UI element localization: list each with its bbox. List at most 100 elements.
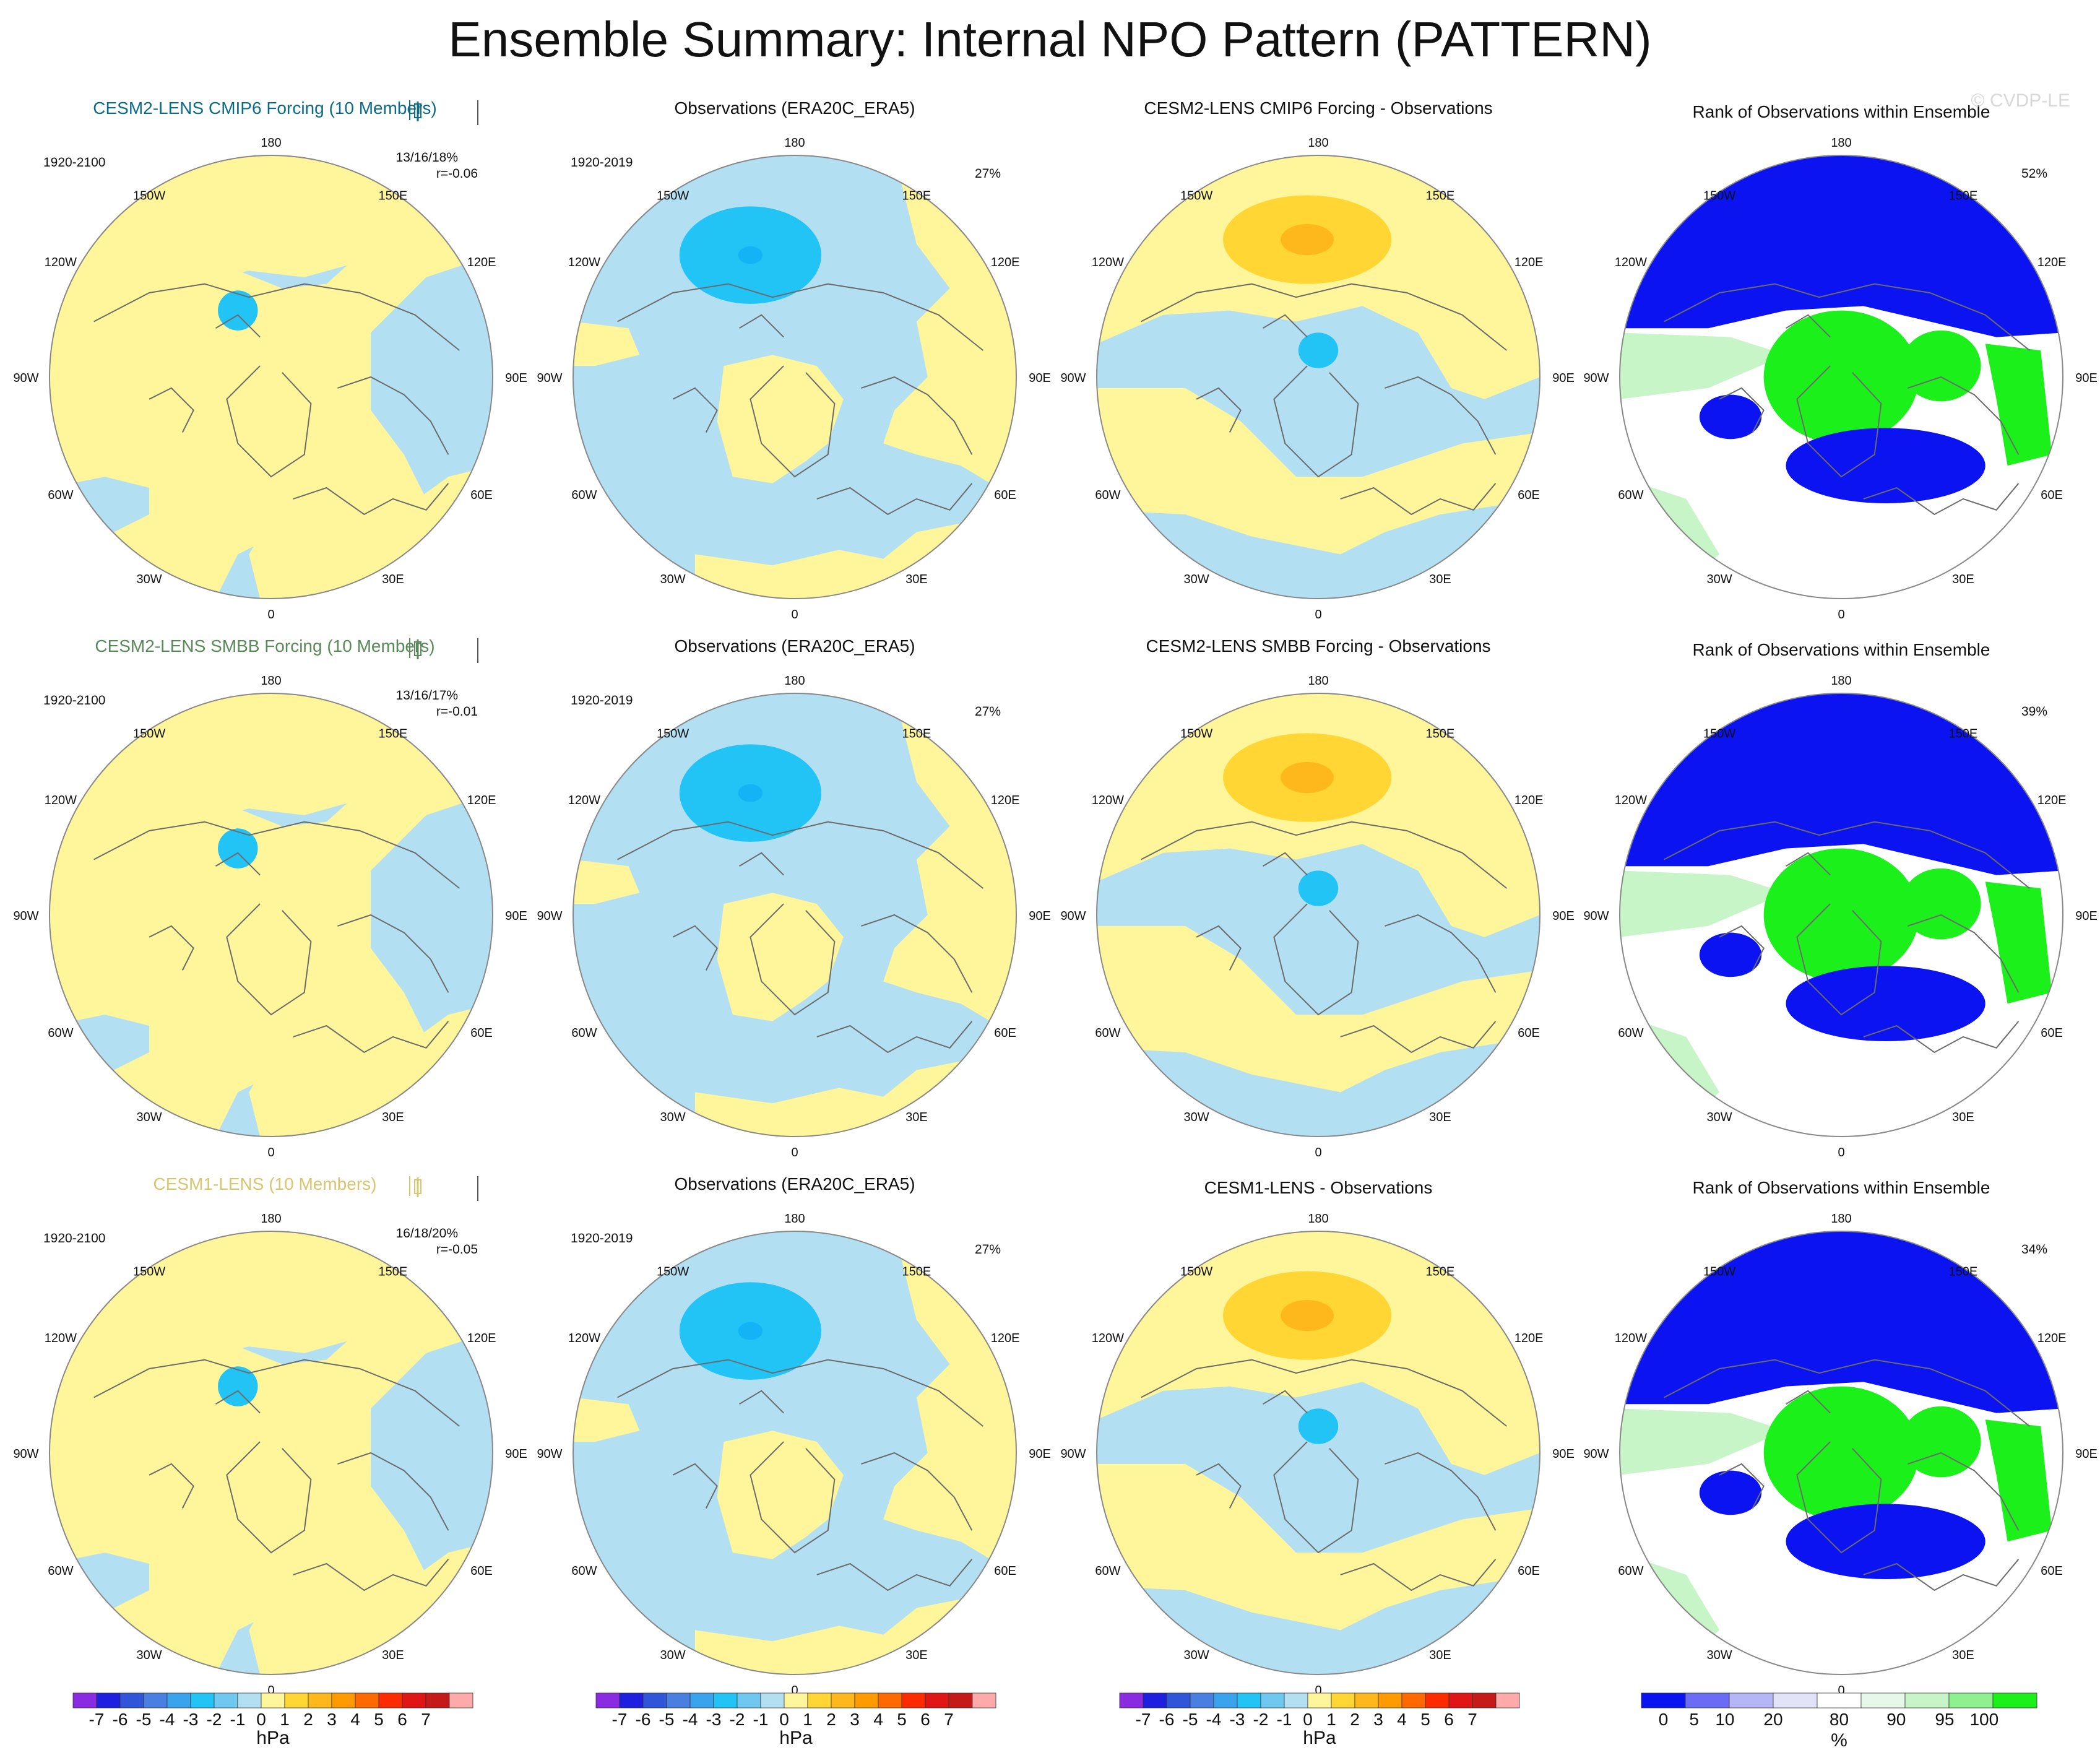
coastline [1340,483,1497,516]
lon-label-120w: 120W [1615,1332,1647,1345]
colorbar-box [595,1692,620,1709]
colorbar-box [1817,1692,1862,1709]
colorbar-box [331,1692,356,1709]
lon-label-90w: 90W [1060,909,1086,923]
colorbar-box [1425,1692,1450,1709]
panel-title-model: CESM1-LENS (10 Members) [153,1174,377,1193]
colorbar-tick-label: -7 [89,1710,105,1729]
observations-variance-pct: 27% [975,1242,1001,1257]
colorbar-box [143,1692,168,1709]
colorbar-tick-label: 4 [350,1710,360,1729]
coastline [149,1463,194,1509]
colorbar-box [784,1692,808,1709]
colorbar-box [355,1692,379,1709]
colorbar-box [948,1692,973,1709]
colorbar-tick-label: 5 [374,1710,384,1729]
model-stats: 13/16/18% [396,150,458,165]
map-border [1619,1231,2063,1675]
colorbar-box [1860,1692,1906,1709]
lon-label-30e: 30E [1429,1648,1451,1662]
coastline [1385,376,1497,455]
lon-label-150w: 150W [1180,189,1212,203]
lon-label-30e: 30E [905,1648,928,1662]
colorbar-box [1992,1692,2037,1709]
colorbar-box [1729,1692,1774,1709]
positive-core [1281,223,1334,256]
colorbar-box [1948,1692,1994,1709]
colorbar-tick-label: 2 [826,1710,836,1729]
colorbar-tick-label: -4 [1206,1710,1222,1729]
coastline [617,283,983,351]
lon-label-0: 0 [1315,1684,1321,1697]
colorbar-box [1773,1692,1818,1709]
colorbar-tick-label: 2 [303,1710,313,1729]
lon-label-120e: 120E [1515,794,1544,807]
colorbar-box [190,1692,215,1709]
colorbar-tick-label: -6 [1159,1710,1175,1729]
lon-label-180: 180 [261,136,281,150]
lon-label-150w: 150W [1703,1265,1735,1279]
lon-label-120w: 120W [45,256,77,269]
coastline [861,376,973,455]
lon-label-150e: 150E [1949,1265,1978,1279]
watermark-label: © CVDP-LE [1971,90,2070,111]
rank-map [1620,1231,2063,1674]
colorbar-tick-label: -4 [160,1710,175,1729]
lon-label-120w: 120W [1092,1332,1124,1345]
model-correlation: r=-0.01 [436,704,478,719]
lon-label-0: 0 [1838,1684,1844,1697]
lon-label-0: 0 [1315,608,1321,622]
lon-label-60w: 60W [1095,1026,1120,1040]
lon-label-60w: 60W [1618,1564,1643,1578]
coastline [672,1463,718,1509]
colorbar-tick-label: -5 [1183,1710,1198,1729]
lon-label-150e: 150E [1949,727,1978,741]
lon-label-120e: 120E [991,1332,1020,1345]
model-correlation: r=-0.06 [436,167,478,181]
colorbar-box [807,1692,832,1709]
map-border [573,693,1017,1137]
lon-label-90w: 90W [537,909,562,923]
lon-label-0: 0 [267,608,274,622]
lon-label-90w: 90W [13,371,38,385]
lon-label-150e: 150E [379,1265,408,1279]
rank-map [1620,155,2063,599]
coastline [337,1452,449,1531]
lon-label-30e: 30E [1429,1111,1451,1124]
rank-low-region [1786,1504,1985,1580]
model-pattern-map [50,1231,493,1674]
model-pattern-map [50,693,493,1137]
coastline [1273,1441,1359,1554]
lon-label-150e: 150E [1426,1265,1455,1279]
colorbar-units-diff: hPa [1303,1728,1336,1748]
colorbar-tick-label: -7 [612,1710,628,1729]
coastline [1719,925,1765,971]
colorbar-tick-label: -1 [753,1710,769,1729]
lon-label-120e: 120E [2037,1332,2067,1345]
lon-label-150e: 150E [902,189,931,203]
map-border [1096,1231,1540,1675]
rank-low-region [1786,966,1985,1042]
coastline [861,1452,973,1531]
lon-label-90e: 90E [1029,371,1051,385]
lon-label-90w: 90W [1583,909,1609,923]
lon-label-150w: 150W [657,1265,689,1279]
lon-label-120w: 120W [1092,256,1124,269]
lon-label-90w: 90W [1060,371,1086,385]
rank-top-region [1901,868,1981,940]
panel-title-observations: Observations (ERA20C_ERA5) [674,1174,915,1193]
model-period: 1920-2100 [43,155,105,170]
colorbar-box [1237,1692,1261,1709]
colorbar-tick-label: 80 [1830,1710,1849,1729]
colorbar-box [1213,1692,1238,1709]
lon-label-0: 0 [1315,1146,1321,1159]
colorbar-tick-label: -2 [207,1710,222,1729]
colorbar-tick-label: 0 [1659,1710,1669,1729]
colorbar-tick-label: 6 [397,1710,407,1729]
colorbar-box [1354,1692,1379,1709]
lon-label-150w: 150W [133,189,165,203]
lon-label-0: 0 [791,608,798,622]
colorbar-tick-label: 7 [944,1710,954,1729]
colorbar-tick-label: 7 [1467,1710,1477,1729]
map-border [1096,693,1540,1137]
